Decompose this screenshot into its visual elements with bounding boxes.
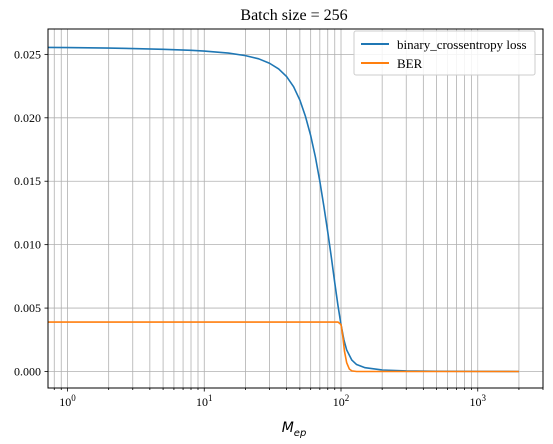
x-tick-label-base: 10: [333, 395, 345, 409]
y-tick-label: 0.025: [14, 47, 41, 61]
x-axis-label-main: M: [282, 420, 294, 436]
y-tick-label: 0.020: [14, 111, 41, 125]
x-tick-label-exponent: 0: [71, 393, 76, 403]
y-tick-label: 0.005: [14, 301, 41, 315]
y-tick-label: 0.000: [14, 365, 41, 379]
x-axis-label: Mep: [282, 420, 307, 439]
x-tick-label-base: 10: [470, 395, 482, 409]
x-tick-label-base: 10: [59, 395, 71, 409]
x-tick-label-exponent: 2: [345, 393, 350, 403]
legend-box: [353, 30, 536, 76]
plot-series: [47, 46, 519, 373]
series-line-loss: [47, 46, 519, 373]
chart-title: Batch size = 256: [240, 7, 347, 24]
plot-frame: [47, 28, 544, 389]
x-tick-label: 102: [333, 393, 350, 409]
legend-label-ber: BER: [397, 56, 423, 71]
legend-label-loss: binary_crossentropy loss: [397, 37, 527, 52]
y-tick-label: 0.015: [14, 174, 41, 188]
x-tick-label: 103: [470, 393, 487, 409]
grid: [48, 29, 544, 388]
y-tick-label: 0.010: [14, 238, 41, 252]
legend: binary_crossentropy loss BER: [353, 30, 536, 76]
x-tick-label-exponent: 3: [482, 393, 487, 403]
x-axis-label-sub: ep: [294, 428, 307, 439]
x-tick-label: 101: [196, 393, 213, 409]
x-tick-label-base: 10: [196, 395, 208, 409]
x-tick-label: 100: [59, 393, 76, 409]
series-line-ber: [48, 321, 519, 373]
x-tick-label-exponent: 1: [208, 393, 213, 403]
